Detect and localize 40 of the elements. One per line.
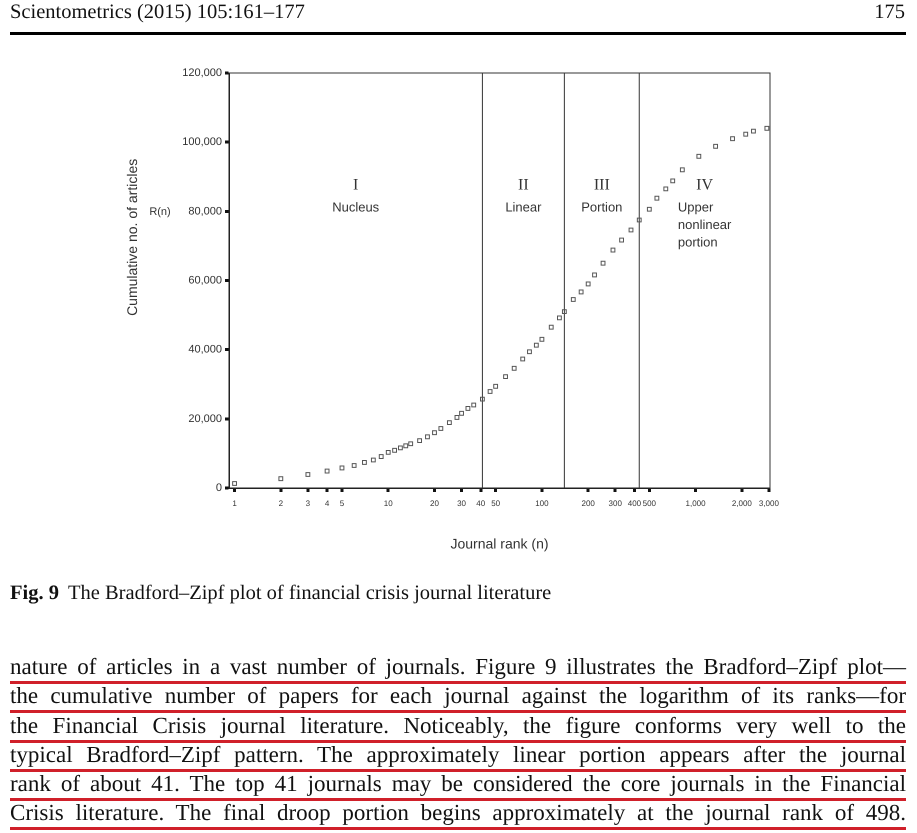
x-tick-label: 400	[628, 499, 642, 508]
y-tick-label: 20,000	[188, 412, 222, 425]
annotation: Portion	[581, 199, 622, 214]
x-tick-label: 50	[491, 499, 501, 508]
x-tick-label: 500	[642, 499, 657, 508]
text: R(n)	[149, 206, 171, 218]
text: Scientometrics (2015) 105:161–177	[10, 0, 305, 25]
annotation: II	[518, 176, 529, 194]
x-tick-label: 3,000	[758, 499, 780, 508]
x-tick-label: 3	[306, 499, 311, 508]
x-tick-label: 10	[384, 499, 394, 508]
x-tick-label: 1,000	[686, 499, 706, 508]
x-tick-label: 300	[608, 499, 622, 508]
x-axis-title: Journal rank (n)	[450, 535, 549, 552]
x-tick-label: 100	[535, 499, 550, 508]
x-tick-label: 30	[457, 499, 467, 508]
annotation: III	[594, 176, 610, 194]
annotation: Upper nonlinear portion	[678, 199, 732, 250]
annotation: I	[353, 176, 358, 194]
annotation: IV	[696, 176, 714, 194]
y-tick-label: 120,000	[182, 67, 222, 80]
x-tick-label: 40	[476, 499, 486, 508]
x-tick-label: 4	[324, 499, 330, 508]
x-tick-label: 2	[278, 499, 284, 508]
y-tick-label: 80,000	[188, 205, 222, 218]
y-tick-label: 60,000	[188, 274, 222, 287]
text: nature of articles in a vast number of journals. Figure 9 illustrates the Bradford–Zipf plot— the cumulative number of papers for each journal against the logarithm of its ranks—for the Financial Crisis journal literature. Noticeably, the figure conforms very well to the typical Bradford–Zipf pattern. The approximately linear portion appears after the journal rank of about 41. The top 41 journals may be considered the core journals in the Financial Crisis literature. The final droop portion begins approximately at the journal rank of 498.	[10, 653, 906, 828]
x-tick-label: 2,000	[732, 499, 752, 508]
y-tick-label: 40,000	[188, 344, 222, 356]
x-tick-label: 20	[430, 499, 440, 508]
y-tick-label: 0	[216, 482, 222, 494]
x-tick-label: 200	[581, 499, 596, 508]
text: Fig. 9 The Bradford–Zipf plot of financial crisis journal literature	[10, 581, 552, 606]
annotation: Nucleus	[332, 199, 380, 214]
y-tick-label: 100,000	[182, 136, 222, 148]
y-axis-title: Cumulative no. of articles	[124, 158, 140, 316]
x-tick-label: 1	[232, 499, 238, 508]
text: 175	[874, 0, 905, 25]
annotation: Linear	[505, 199, 542, 214]
x-tick-label: 5	[340, 499, 345, 508]
